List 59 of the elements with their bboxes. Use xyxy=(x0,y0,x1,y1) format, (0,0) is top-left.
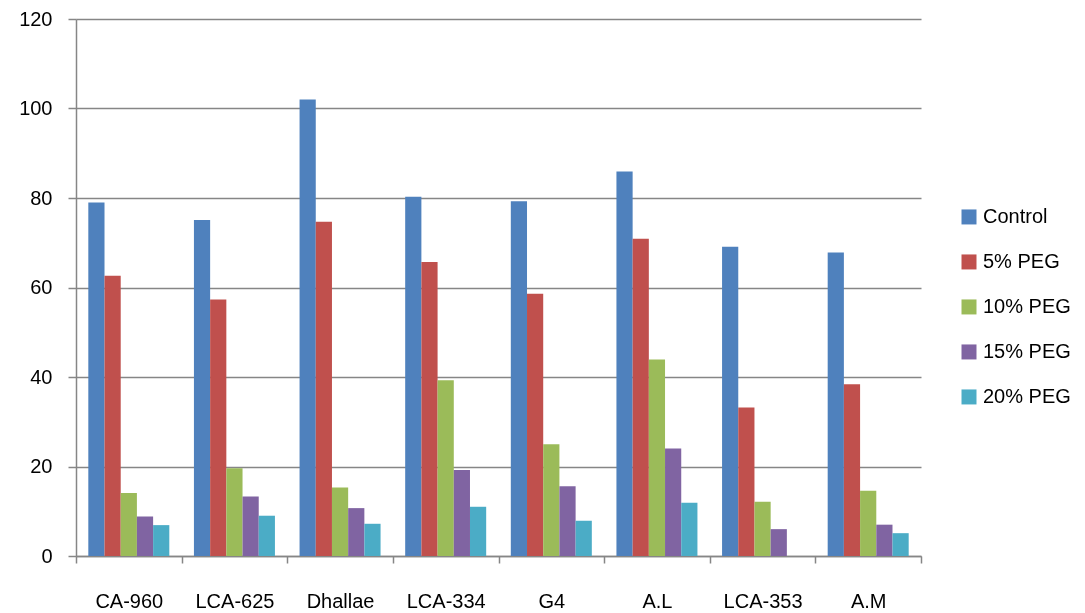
bar xyxy=(153,525,170,556)
bar xyxy=(616,171,633,556)
bar xyxy=(437,380,454,556)
y-tick-label: 120 xyxy=(19,7,53,30)
bar xyxy=(754,501,771,556)
bar xyxy=(453,470,470,556)
bar xyxy=(193,219,211,556)
y-tick-label: 0 xyxy=(41,544,53,567)
bar xyxy=(469,506,487,556)
bar xyxy=(421,261,438,556)
bar xyxy=(405,196,422,556)
bar xyxy=(104,275,121,556)
bar xyxy=(258,515,275,556)
x-tick-label: A.M xyxy=(850,589,887,612)
x-tick-label: Dhallae xyxy=(306,589,375,612)
bar xyxy=(876,524,893,556)
bar xyxy=(510,201,528,556)
y-tick-label: 100 xyxy=(19,97,53,119)
bar xyxy=(527,293,544,556)
bar xyxy=(210,299,227,556)
x-tick-label: CA-960 xyxy=(95,589,164,612)
y-tick-label: 60 xyxy=(30,276,53,298)
x-tick-label: LCA-334 xyxy=(406,589,486,612)
bar xyxy=(348,508,365,556)
bar xyxy=(738,407,755,556)
bar xyxy=(242,496,259,556)
bar xyxy=(843,384,861,556)
bar xyxy=(136,516,154,556)
bar xyxy=(681,502,698,556)
x-tick-label: A.L xyxy=(642,589,673,612)
bar xyxy=(315,221,332,556)
bar xyxy=(120,492,137,556)
bar xyxy=(88,202,105,556)
x-tick-label: LCA-353 xyxy=(723,589,803,612)
legend-label: 20% PEG xyxy=(983,384,1071,407)
bar xyxy=(543,444,560,556)
legend-label: 5% PEG xyxy=(983,249,1060,272)
legend-label: Control xyxy=(983,204,1048,227)
bar xyxy=(827,252,844,556)
x-tick-label: LCA-625 xyxy=(195,589,275,612)
bar xyxy=(575,520,592,556)
bar xyxy=(364,523,381,556)
y-tick-label: 20 xyxy=(30,455,53,477)
bar xyxy=(226,468,243,556)
bar xyxy=(331,487,349,556)
y-tick-label: 40 xyxy=(30,365,53,388)
legend-label: 10% PEG xyxy=(983,294,1071,317)
bar xyxy=(860,490,877,556)
bar xyxy=(722,246,739,556)
bar xyxy=(665,448,682,556)
bar xyxy=(770,529,787,556)
bar xyxy=(559,486,576,556)
legend-label: 15% PEG xyxy=(983,339,1071,362)
x-tick-label: G4 xyxy=(538,589,566,612)
y-tick-label: 80 xyxy=(30,186,53,209)
bar xyxy=(892,533,909,556)
bar xyxy=(299,99,316,556)
bar xyxy=(648,359,666,556)
bar xyxy=(632,238,649,556)
